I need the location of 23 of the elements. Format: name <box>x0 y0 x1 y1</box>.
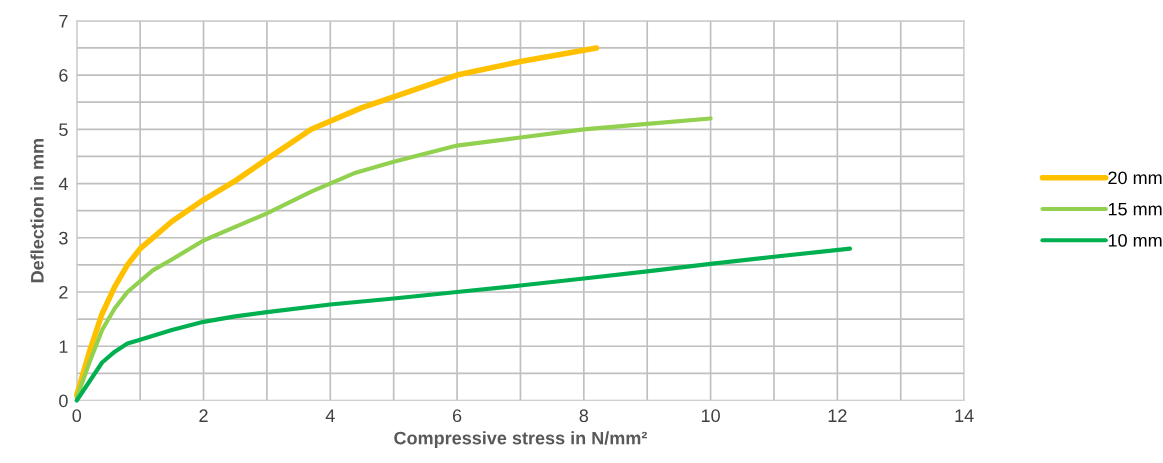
line-series <box>74 116 713 400</box>
y-tick-label: 5 <box>59 123 68 137</box>
x-axis-title: Compressive stress in N/mm² <box>394 431 648 449</box>
y-tick-label: 6 <box>59 69 68 82</box>
y-axis-title: Deflection in mm <box>30 139 44 283</box>
x-tick-label: 12 <box>828 409 847 422</box>
legend-label: 15 mm <box>1108 202 1162 216</box>
legend-label: 20 mm <box>1108 171 1162 185</box>
y-tick-label: 4 <box>58 177 68 191</box>
x-tick-label: 14 <box>955 409 974 422</box>
y-tick-label: 0 <box>59 394 68 408</box>
legend-label: 10 mm <box>1108 234 1162 247</box>
y-tick-label: 3 <box>59 231 68 245</box>
line-series <box>74 246 853 403</box>
y-tick-label: 1 <box>59 340 68 353</box>
x-tick-label: 2 <box>199 409 208 422</box>
y-tick-label: 7 <box>59 14 68 28</box>
x-tick-label: 8 <box>579 409 589 423</box>
x-tick-label: 0 <box>72 409 82 423</box>
x-tick-label: 4 <box>325 409 335 422</box>
x-tick-label: 10 <box>701 409 720 423</box>
y-tick-label: 2 <box>59 285 68 299</box>
x-tick-label: 6 <box>452 409 462 423</box>
